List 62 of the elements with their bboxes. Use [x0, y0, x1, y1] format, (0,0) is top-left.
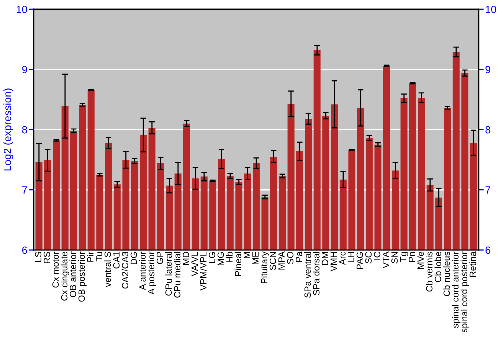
x-tick-label: Cb vermis: [426, 252, 433, 292]
x-tick-label: Retina: [470, 252, 476, 277]
x-tick-label: CPu lateral: [165, 252, 172, 296]
y2-tick-label: 6: [486, 246, 491, 254]
x-tick-label: Pineal: [234, 252, 242, 276]
y-tick-label: 10: [16, 6, 28, 14]
x-tick-label: spinal cord anterior: [452, 252, 461, 328]
x-tick-label: CA2/CA3: [122, 252, 129, 289]
x-tick-label: CPu medial: [174, 252, 181, 298]
x-tick-label: SN: [392, 252, 398, 264]
x-tick-label: Tu: [96, 252, 102, 262]
y-tick-label: 8: [22, 126, 28, 134]
x-tick-label: PAG: [356, 252, 364, 270]
x-tick-label: MVe: [418, 252, 424, 269]
x-tick-label: ventral S: [104, 252, 112, 288]
x-tick-label: SPa dorsal: [313, 252, 320, 296]
x-tick-label: spinal cord posterior: [460, 252, 470, 333]
x-tick-label: MD: [183, 252, 190, 265]
x-tick-label: SPa ventral: [304, 252, 312, 298]
x-tick-label: CA1: [113, 252, 120, 269]
y-tick-label: 6: [22, 246, 28, 254]
x-tick-label: SC: [366, 252, 372, 264]
y-axis-title: Log2 (expression): [4, 88, 14, 171]
x-tick-label: Arc: [340, 252, 346, 266]
y2-tick-label: 10: [486, 6, 496, 14]
x-tick-label: Pir: [87, 252, 94, 262]
x-tick-label: SCN: [270, 252, 276, 270]
x-tick-label: MG: [218, 252, 224, 266]
x-tick-label: Cb nucleus: [444, 252, 450, 296]
x-tick-label: ME: [252, 252, 259, 264]
x-tick-label: Cb lobe: [434, 252, 442, 282]
x-tick-label: MPA: [278, 252, 285, 270]
x-tick-label: DM: [322, 252, 328, 265]
x-tick-label: LS: [35, 252, 42, 262]
x-tick-label: OB anterior: [70, 252, 76, 298]
y2-tick-label: 9: [486, 66, 491, 74]
x-tick-label: Hb: [226, 252, 233, 262]
y-tick-label: 9: [22, 66, 28, 74]
y2-tick-label: 7: [486, 186, 491, 194]
x-tick-label: Pituitary: [260, 252, 270, 284]
x-tick-label: IC: [374, 252, 381, 260]
x-tick-label: Cx cingulate: [61, 252, 70, 301]
y2-tick-label: 8: [486, 126, 491, 134]
y-tick-label: 7: [22, 186, 28, 194]
x-tick-label: A anterior: [139, 252, 146, 290]
x-tick-label: DG: [130, 252, 138, 264]
x-tick-label: LG: [209, 252, 216, 263]
x-tick-label: RS: [44, 252, 50, 264]
x-tick-label: VPM/VPL: [200, 252, 207, 291]
x-tick-label: A posterior: [148, 252, 156, 295]
x-tick-label: LH: [348, 252, 354, 262]
x-tick-label: Pn: [409, 252, 416, 262]
x-tick-label: VTA: [382, 252, 390, 268]
x-tick-label: Tg: [400, 252, 408, 262]
x-tick-label: OB posterior: [78, 252, 87, 302]
x-tick-label: M: [244, 252, 250, 258]
x-tick-label: GP: [156, 252, 164, 264]
x-tick-label: VA/VL: [191, 252, 198, 277]
x-tick-label: Cx motor: [52, 252, 60, 288]
x-tick-label: Pa: [296, 252, 302, 262]
x-tick-label: SO: [287, 252, 294, 264]
x-tick-label: VMH: [330, 252, 338, 272]
